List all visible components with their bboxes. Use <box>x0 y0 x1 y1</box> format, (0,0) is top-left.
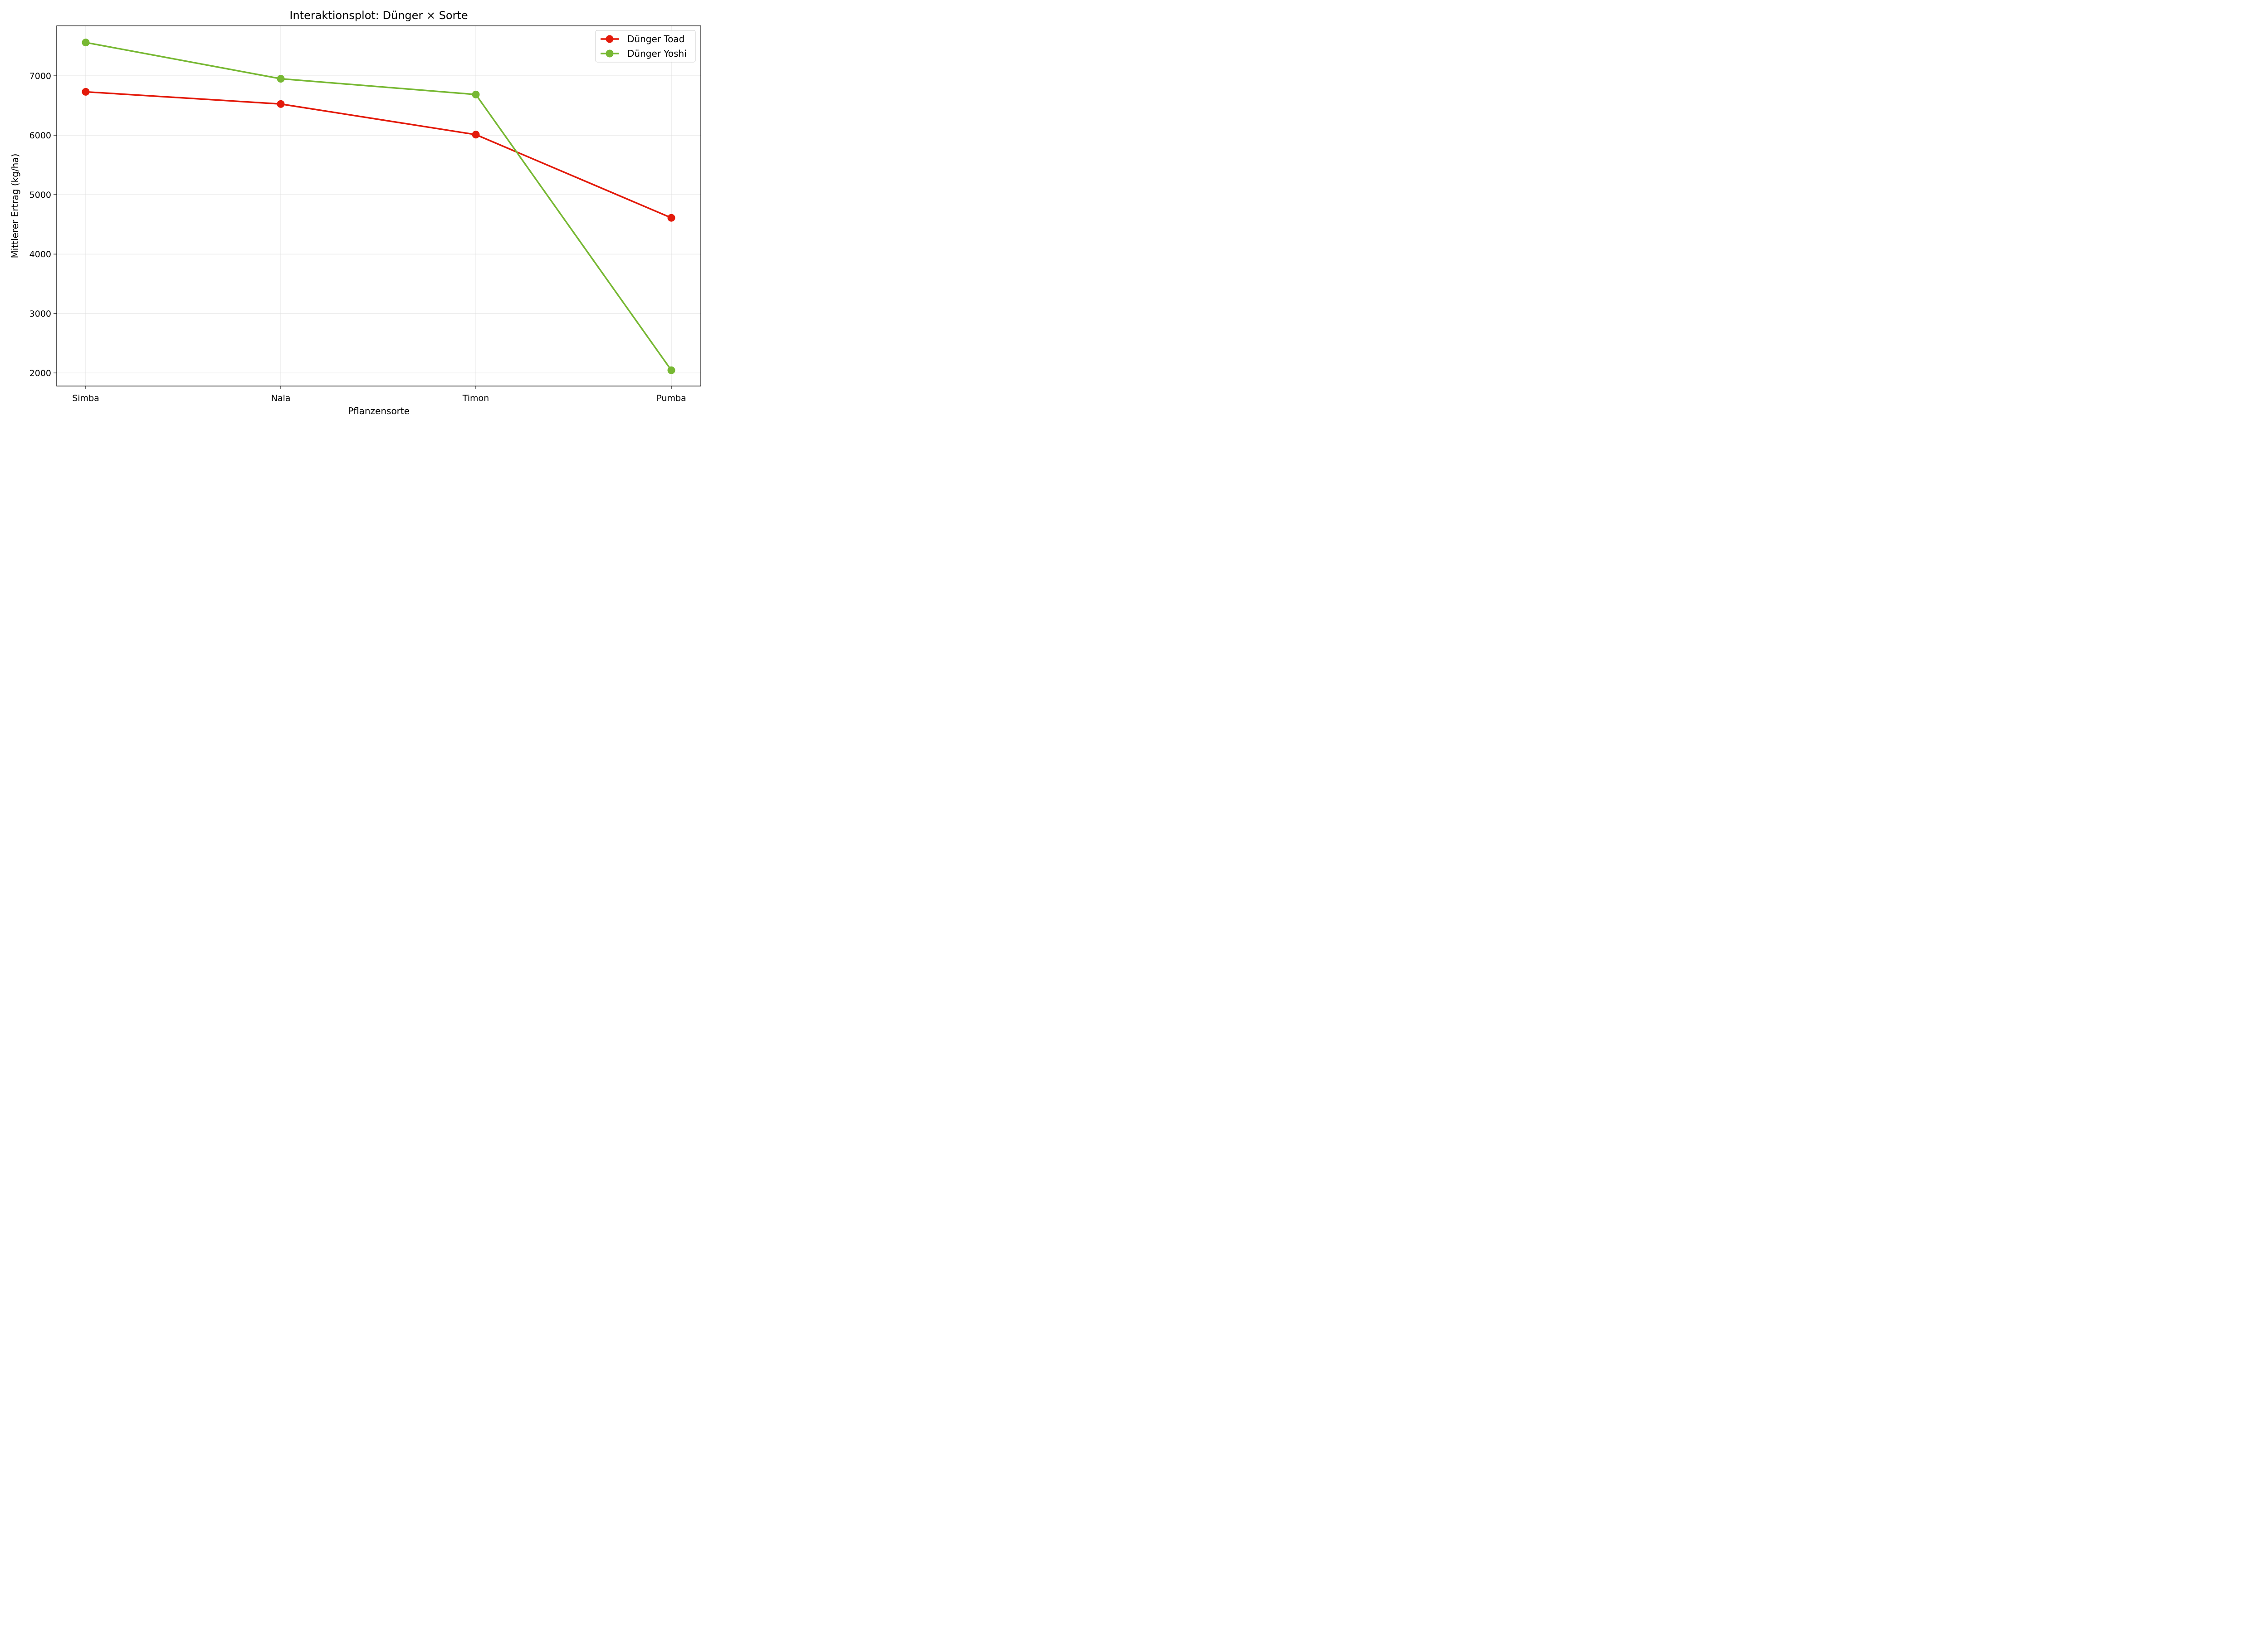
y-tick-label: 6000 <box>29 131 51 141</box>
data-point <box>667 214 675 222</box>
data-point <box>472 131 480 139</box>
data-point <box>82 88 90 96</box>
data-point <box>667 366 675 374</box>
y-tick-label: 5000 <box>29 190 51 200</box>
y-tick-label: 7000 <box>29 71 51 81</box>
x-axis-label: Pflanzensorte <box>348 406 410 416</box>
legend-marker <box>606 49 614 58</box>
legend: Dünger Toad Dünger Yoshi <box>595 30 696 63</box>
data-point <box>277 100 285 108</box>
interaction-line-chart: 2000 3000 4000 5000 6000 7000 Simba Nala Timon P… <box>0 0 708 425</box>
data-series <box>82 39 675 374</box>
x-tick-label: Pumba <box>656 393 686 403</box>
chart-title: Interaktionsplot: Dünger × Sorte <box>289 9 468 22</box>
x-axis-ticks: Simba Nala Timon Pumba <box>72 386 686 403</box>
y-axis-ticks: 2000 3000 4000 5000 6000 7000 <box>29 71 57 378</box>
x-tick-label: Nala <box>271 393 291 403</box>
y-tick-label: 3000 <box>29 309 51 319</box>
x-tick-label: Simba <box>72 393 99 403</box>
legend-frame <box>595 30 696 63</box>
y-tick-label: 2000 <box>29 368 51 378</box>
y-tick-label: 4000 <box>29 249 51 259</box>
plot-area-frame <box>56 25 701 386</box>
chart-background <box>0 0 708 425</box>
data-point <box>472 90 480 98</box>
series-line-0 <box>85 91 672 219</box>
y-axis-label: Mittlerer Ertrag (kg/ha) <box>10 154 20 259</box>
legend-label: Dünger Yoshi <box>627 48 687 59</box>
x-tick-label: Timon <box>462 393 489 403</box>
chart-figure: 2000 3000 4000 5000 6000 7000 Simba Nala Timon P… <box>0 0 708 425</box>
series-line-1 <box>85 41 672 372</box>
grid-lines <box>57 26 701 386</box>
legend-label: Dünger Toad <box>627 34 684 44</box>
legend-marker <box>606 35 614 43</box>
data-point <box>277 75 285 83</box>
data-point <box>82 39 90 47</box>
